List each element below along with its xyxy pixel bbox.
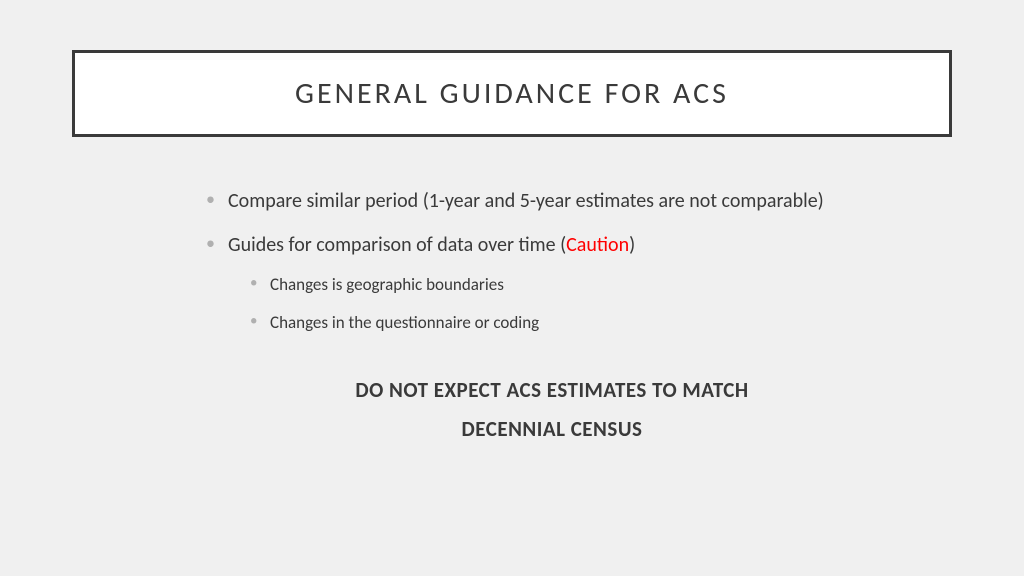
bullet-suffix: )	[629, 233, 635, 257]
statement-line-1: DO NOT EXPECT ACS ESTIMATES TO MATCH	[200, 371, 904, 411]
bold-statement: DO NOT EXPECT ACS ESTIMATES TO MATCH DEC…	[200, 371, 904, 451]
bullet-list: Compare similar period (1-year and 5-yea…	[200, 187, 904, 335]
bullet-item-1: Compare similar period (1-year and 5-yea…	[200, 187, 904, 215]
statement-line-2: DECENNIAL CENSUS	[200, 410, 904, 450]
sub-item-1: Changes is geographic boundaries	[246, 273, 904, 297]
bullet-item-2: Guides for comparison of data over time …	[200, 231, 904, 335]
bullet-prefix: Guides for comparison of data over time …	[228, 233, 566, 257]
bullet-text: Compare similar period (1-year and 5-yea…	[228, 189, 824, 213]
sub-item-2: Changes in the questionnaire or coding	[246, 311, 904, 335]
caution-text: Caution	[566, 233, 629, 257]
sub-text: Changes is geographic boundaries	[270, 274, 504, 295]
content-area: Compare similar period (1-year and 5-yea…	[60, 187, 964, 450]
sub-text: Changes in the questionnaire or coding	[270, 312, 539, 333]
title-container: GENERAL GUIDANCE FOR ACS	[72, 50, 952, 137]
slide-title: GENERAL GUIDANCE FOR ACS	[115, 75, 909, 112]
sub-bullet-list: Changes is geographic boundaries Changes…	[246, 273, 904, 335]
